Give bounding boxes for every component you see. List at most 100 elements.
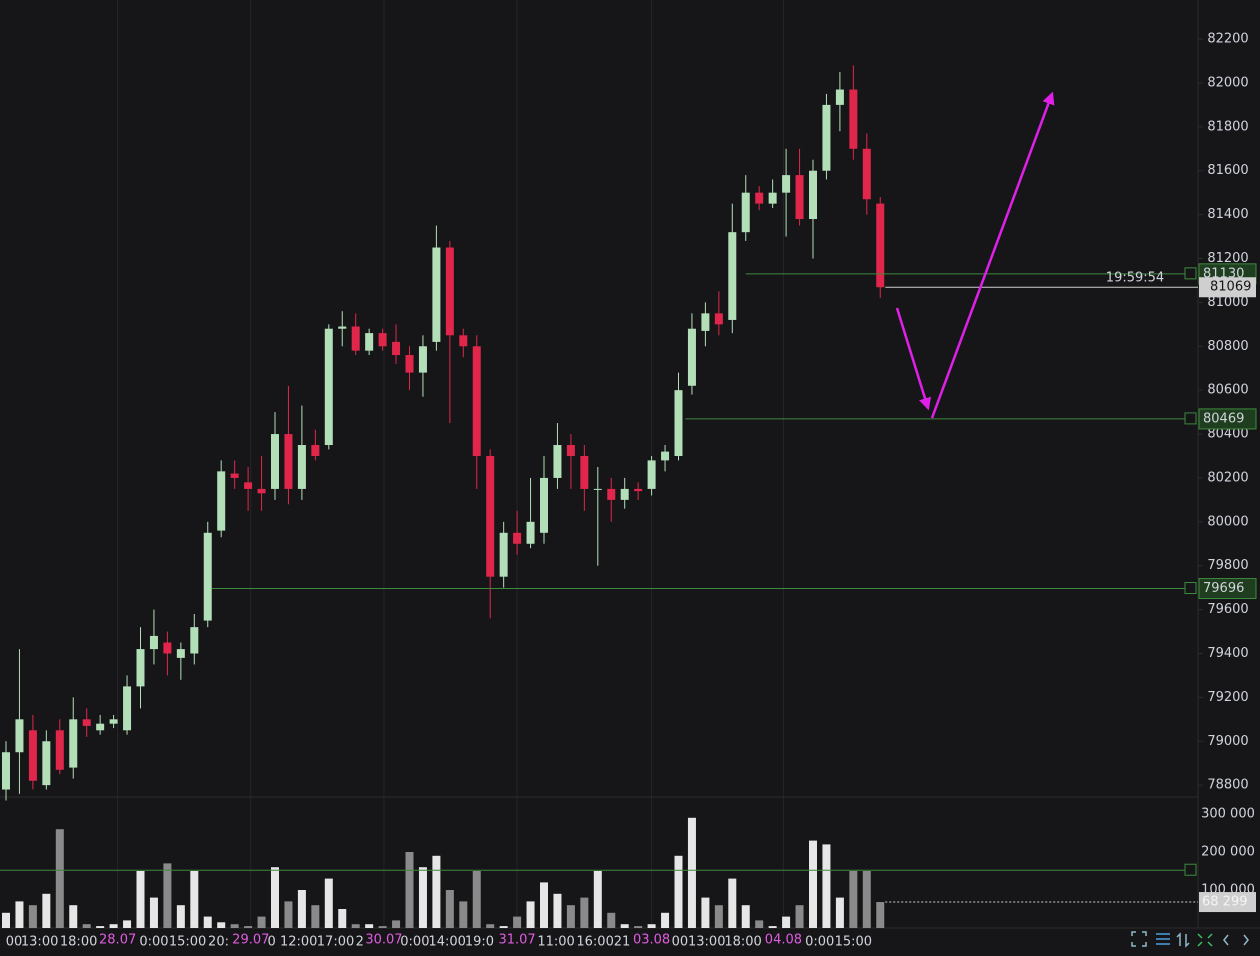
volume-bar: [445, 890, 454, 928]
candle-body: [297, 445, 306, 489]
volume-bar: [365, 924, 374, 928]
y-tick-label: 79600: [1207, 602, 1248, 617]
volume-bar: [876, 902, 885, 928]
last-price-label: 81069: [1210, 280, 1251, 295]
date-tick-label: 03.08: [633, 933, 670, 948]
fullscreen-icon[interactable]: [1131, 931, 1147, 947]
date-tick-label: 28.07: [99, 933, 136, 948]
y-tick-label: 79800: [1207, 558, 1248, 573]
candle-body: [244, 482, 253, 489]
x-tick-label: 00: [6, 935, 23, 950]
volume-bar: [728, 878, 737, 928]
volume-bar: [69, 905, 78, 928]
candle-body: [580, 455, 589, 489]
candle-body: [782, 175, 791, 193]
candle-body: [445, 247, 454, 336]
y-tick-label: 80000: [1207, 514, 1248, 529]
volume-bar: [351, 924, 360, 928]
volume-bar: [580, 897, 589, 928]
x-tick-label: 0:00: [805, 935, 834, 950]
candle-body: [2, 752, 10, 790]
candle-body: [392, 341, 401, 356]
volume-bar: [620, 924, 629, 928]
price-tag: [1198, 408, 1257, 430]
volume-bar: [714, 905, 723, 928]
x-tick-label: 15:00: [835, 935, 872, 950]
candle-body: [217, 471, 226, 531]
candle-body: [809, 170, 817, 219]
candle-body: [257, 488, 266, 494]
x-tick-label: 0:00: [400, 935, 429, 950]
candle-body: [136, 649, 145, 687]
candle-body: [741, 192, 750, 233]
volume-bar: [136, 871, 145, 928]
candle-body: [661, 451, 670, 461]
volume-bar: [96, 926, 105, 928]
volume-bar: [795, 905, 804, 928]
x-tick-label: 19:0: [465, 935, 494, 950]
volume-bar: [190, 871, 199, 928]
x-tick-label: 18:00: [60, 935, 97, 950]
scroll-right[interactable]: [1243, 934, 1249, 946]
candle-body: [82, 719, 91, 726]
candle-body: [230, 473, 239, 478]
volume-tick-label: 200 000: [1201, 845, 1255, 860]
candle-body: [149, 635, 158, 650]
volume-bar: [701, 897, 710, 928]
arrow-up: [930, 91, 1055, 419]
price-tag: [1198, 578, 1257, 600]
last-volume-tag: [1199, 892, 1256, 913]
volume-bar: [755, 920, 764, 928]
volume-bar: [42, 893, 51, 928]
candle-body: [701, 313, 710, 331]
scale-icon[interactable]: [1176, 932, 1190, 948]
volume-bar: [849, 871, 858, 928]
y-tick-label: 79200: [1207, 690, 1248, 705]
volume-bar: [566, 905, 575, 928]
volume-bar: [486, 924, 495, 928]
volume-bar: [809, 840, 817, 928]
volume-bar: [203, 916, 212, 928]
scroll-left[interactable]: [1223, 934, 1229, 946]
y-tick-label: 79400: [1207, 646, 1248, 661]
candle-body: [647, 460, 656, 489]
settings-icon[interactable]: [1156, 933, 1170, 945]
candle-body: [486, 455, 495, 577]
candle-body: [540, 477, 548, 533]
candle-body: [835, 89, 844, 105]
candle-body: [271, 434, 279, 489]
line-close-box: [1184, 267, 1197, 280]
volume-bar: [257, 916, 266, 928]
candle-body: [405, 355, 414, 373]
volume-bar: [674, 855, 683, 928]
volume-bar: [271, 867, 279, 928]
volume-tick-label: 300 000: [1201, 807, 1255, 822]
candle-body: [123, 686, 132, 731]
line-close-box: [1184, 863, 1197, 876]
volume-bar: [472, 871, 481, 928]
candle-body: [15, 719, 24, 753]
candle-body: [42, 741, 51, 786]
candle-body: [822, 104, 831, 171]
candle-body: [190, 627, 199, 654]
candle-body: [176, 649, 185, 658]
volume-bar: [324, 878, 333, 928]
volume-bar: [392, 920, 401, 928]
x-tick-label: 0 12:00: [268, 935, 318, 950]
volume-bar: [338, 909, 347, 928]
candle-body: [284, 434, 293, 489]
candle-body: [795, 175, 804, 219]
candle-body: [365, 333, 374, 351]
price-tag-label: 79696: [1203, 581, 1244, 596]
x-tick-label: 18:00: [724, 935, 761, 950]
volume-bar: [149, 897, 158, 928]
fit-icon[interactable]: [1197, 933, 1213, 947]
candle-body: [862, 148, 871, 200]
volume-bar: [217, 922, 226, 928]
arrow-down: [895, 307, 932, 411]
x-tick-label: 2: [356, 935, 364, 950]
candle-body: [526, 521, 535, 544]
candle-body: [311, 445, 320, 456]
candle-body: [513, 532, 522, 544]
